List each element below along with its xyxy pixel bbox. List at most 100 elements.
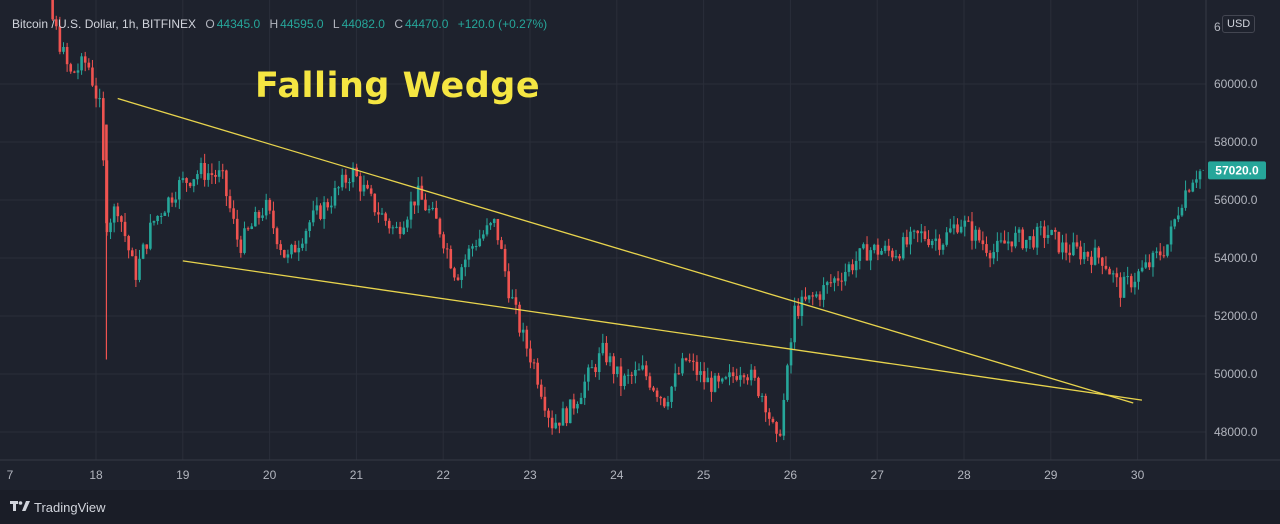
candle-body xyxy=(793,305,796,343)
candle-body xyxy=(1014,232,1017,247)
candle xyxy=(872,243,876,254)
candle xyxy=(565,406,568,427)
candle xyxy=(1177,206,1180,223)
candle-body xyxy=(232,208,235,219)
candle-body xyxy=(822,285,825,300)
candle-body xyxy=(141,244,145,259)
symbol-name[interactable]: Bitcoin / U.S. Dollar, 1h, BITFINEX xyxy=(12,17,197,31)
candle xyxy=(1086,251,1090,261)
candle-body xyxy=(112,206,116,223)
candle-body xyxy=(930,240,934,246)
candle xyxy=(934,229,938,251)
candle-body xyxy=(170,197,174,203)
candle xyxy=(442,231,445,254)
candle-body xyxy=(583,381,587,398)
tradingview-logo[interactable]: TradingView xyxy=(10,500,106,515)
candle-body xyxy=(1122,276,1126,298)
candle xyxy=(330,196,333,214)
x-tick-label: 26 xyxy=(784,468,798,482)
candle xyxy=(120,215,123,232)
candle xyxy=(1158,243,1162,261)
candle xyxy=(822,277,825,308)
candle xyxy=(659,395,663,406)
candle-body xyxy=(1079,246,1082,260)
candle-body xyxy=(652,387,655,391)
candle xyxy=(713,373,717,393)
candle-body xyxy=(815,294,818,297)
candle-body xyxy=(818,294,822,300)
candle xyxy=(945,227,948,247)
candle-body xyxy=(496,218,500,241)
candle xyxy=(210,163,214,184)
chart-title-annotation[interactable]: Falling Wedge xyxy=(255,66,541,106)
candle xyxy=(963,215,967,237)
candle-body xyxy=(576,403,579,409)
candle xyxy=(301,238,304,251)
candle xyxy=(188,182,192,189)
candle xyxy=(637,363,641,371)
y-tick-label: 60000.0 xyxy=(1214,77,1258,91)
close-label: C xyxy=(394,17,403,31)
candle-body xyxy=(938,238,941,250)
candle xyxy=(974,225,977,249)
candle xyxy=(1006,232,1010,251)
candle-body xyxy=(167,197,170,213)
candle-body xyxy=(1053,229,1057,232)
candle-body xyxy=(1119,277,1122,298)
price-axis[interactable]: 48000.0 50000.0 52000.0 54000.0 56000.0 58000… xyxy=(1214,20,1258,439)
candle-body xyxy=(297,247,301,253)
candle xyxy=(311,200,315,227)
candle xyxy=(757,376,760,398)
candle-body xyxy=(449,249,453,269)
candle xyxy=(51,0,54,21)
candle-body xyxy=(322,202,326,219)
candle-body xyxy=(626,374,630,376)
lower-trendline xyxy=(182,260,1143,401)
candle xyxy=(1108,266,1111,275)
candle-body xyxy=(630,374,634,376)
currency-button[interactable]: USD xyxy=(1222,15,1256,33)
candle-body xyxy=(916,230,920,234)
candle xyxy=(503,244,507,277)
candle xyxy=(778,429,782,437)
candle-body xyxy=(811,295,815,297)
y-tick-label: 58000.0 xyxy=(1214,135,1258,149)
candle xyxy=(724,375,728,380)
candle-body xyxy=(1187,190,1191,192)
candle xyxy=(731,366,735,383)
candle-body xyxy=(485,225,489,235)
price-chart[interactable]: 48000.0 50000.0 52000.0 54000.0 56000.0 58000… xyxy=(0,0,1280,490)
candle-body xyxy=(1129,276,1133,288)
candle-body xyxy=(261,215,264,218)
candle-body xyxy=(492,218,496,223)
candle-body xyxy=(720,378,724,382)
time-axis[interactable]: 7 18 19 20 21 22 23 24 25 26 27 28 29 30 xyxy=(7,468,1145,482)
candle-body xyxy=(65,46,69,65)
candle-body xyxy=(757,377,760,397)
candle-body xyxy=(91,67,94,86)
candle xyxy=(398,221,402,239)
candle-body xyxy=(854,260,858,271)
candle-body xyxy=(681,358,684,374)
candle xyxy=(406,216,409,232)
candle xyxy=(880,248,883,256)
candle xyxy=(981,231,985,251)
candle-body xyxy=(1093,247,1097,265)
candle-body xyxy=(145,244,149,249)
candle xyxy=(420,176,424,200)
candle-body xyxy=(1075,242,1079,247)
candle xyxy=(630,371,634,384)
candle xyxy=(768,408,771,426)
candle-body xyxy=(865,244,869,261)
candle xyxy=(833,276,836,292)
candle xyxy=(409,191,413,229)
open-label: O xyxy=(205,17,215,31)
candle xyxy=(1097,246,1100,264)
candle xyxy=(453,266,456,281)
candle-body xyxy=(532,362,536,364)
candle xyxy=(996,232,999,262)
candle xyxy=(391,225,395,235)
candle xyxy=(789,338,793,374)
candle xyxy=(644,360,648,381)
candle-body xyxy=(1068,252,1072,256)
